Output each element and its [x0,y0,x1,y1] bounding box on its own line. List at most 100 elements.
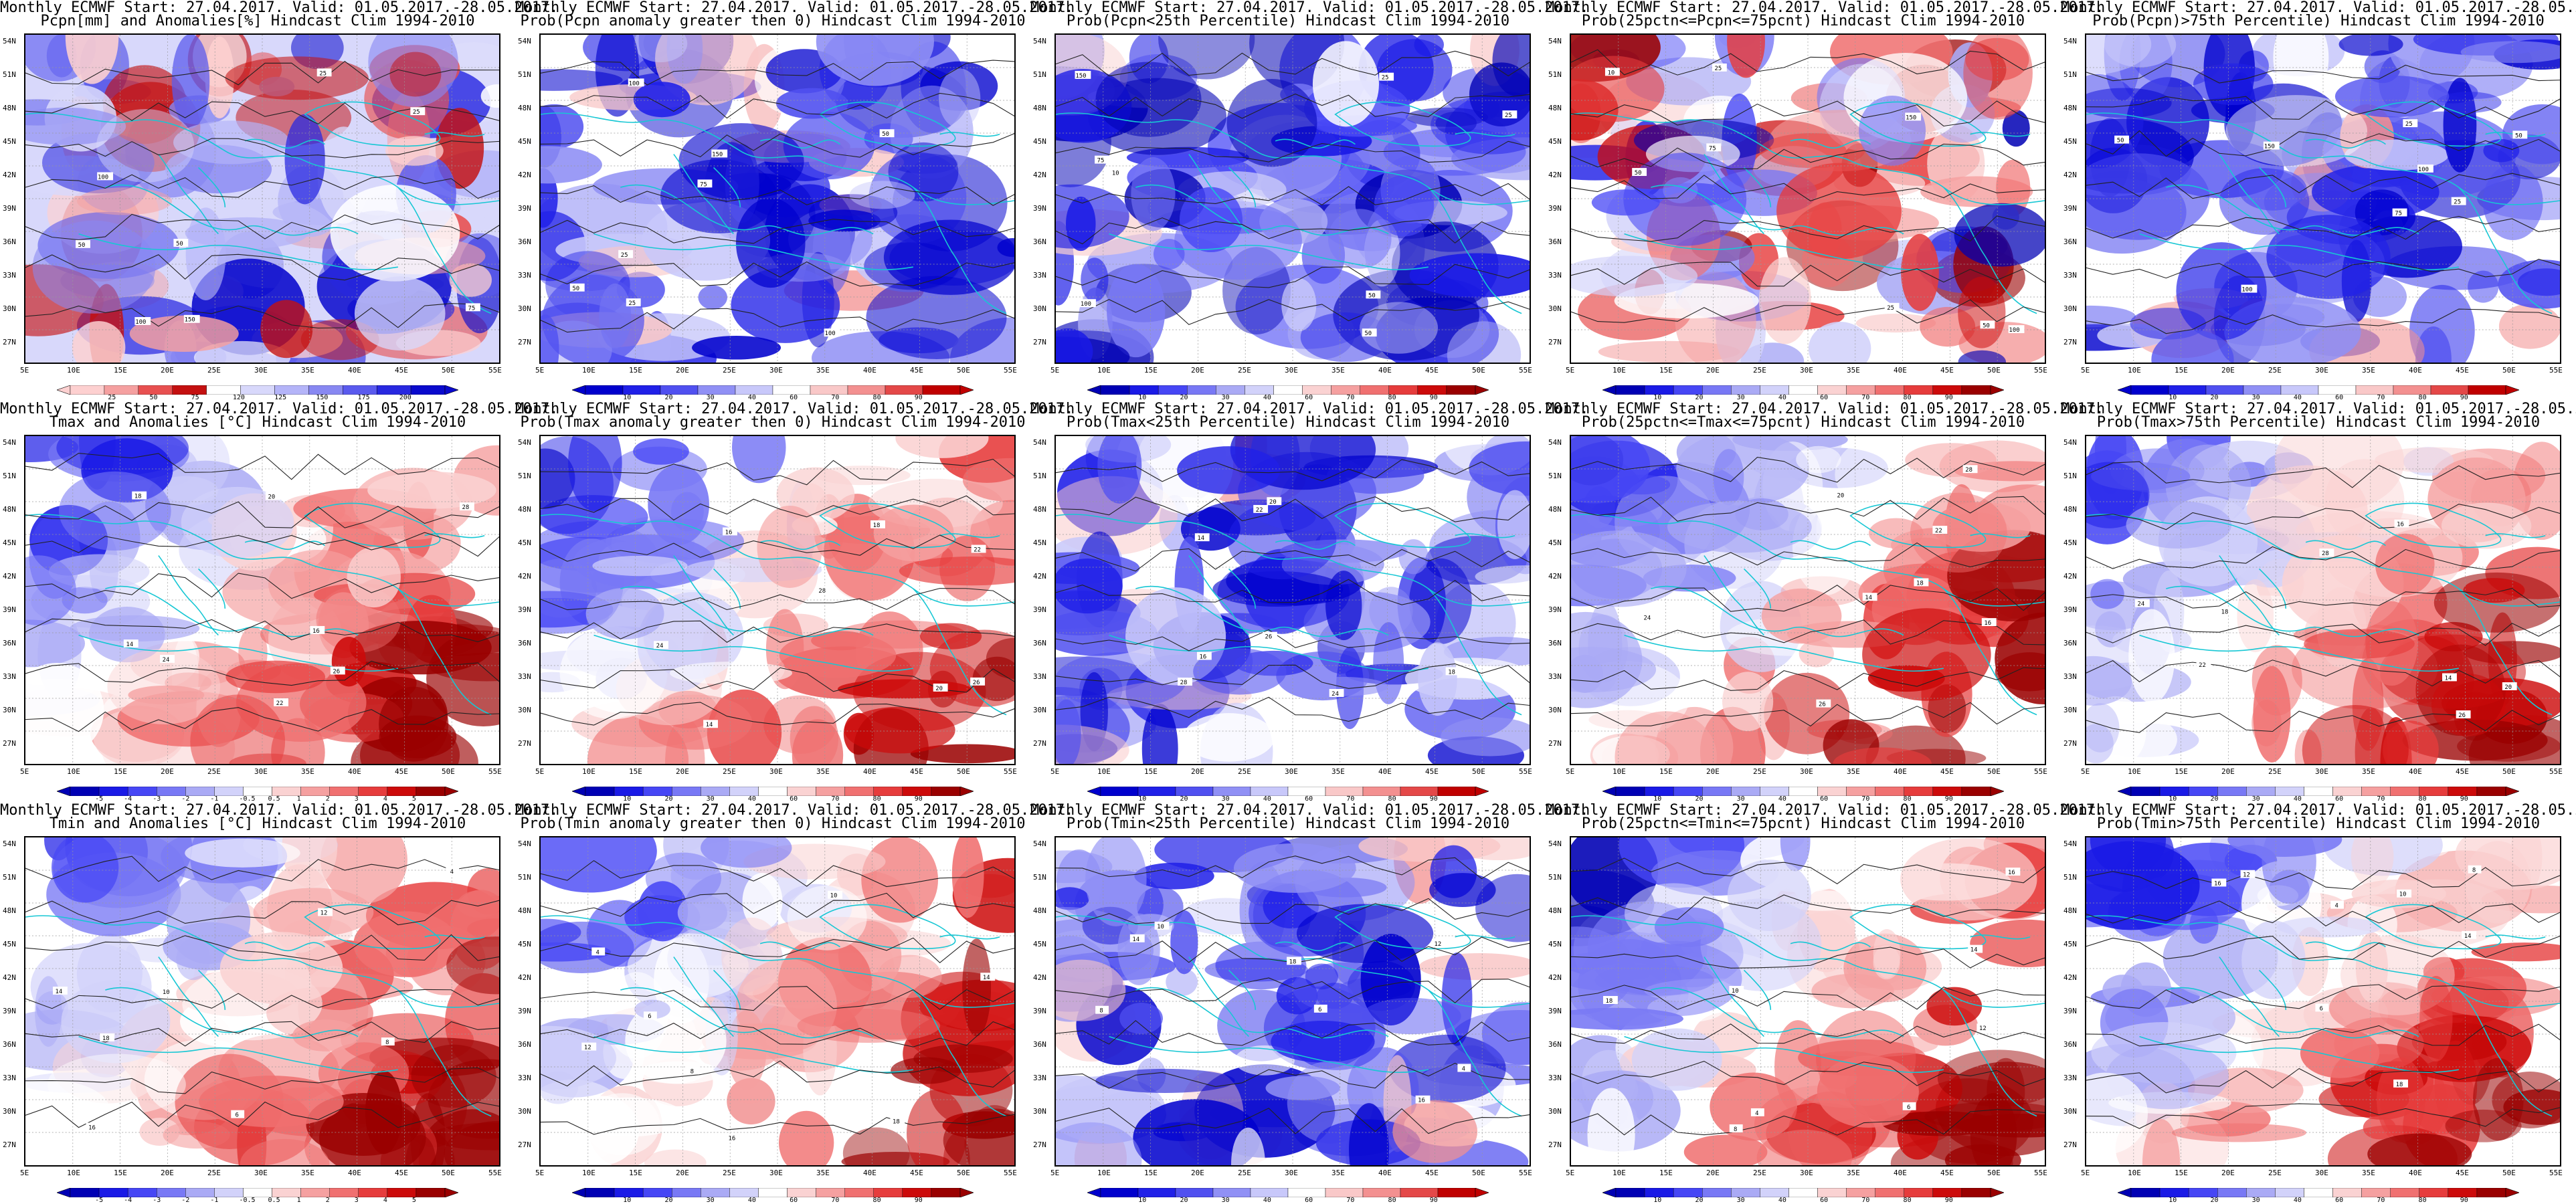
latitude-label: 33N [1548,1074,1562,1082]
colorbar-tick-label: 20 [664,394,673,401]
latitude-label: 39N [518,204,531,213]
longitude-label: 40E [1894,1169,1907,1177]
map-field: 16 18 20 22 24 26 28 14 [24,435,500,765]
longitude-label: 10E [582,366,595,375]
latitude-label: 48N [1548,104,1562,112]
longitude-label: 10E [1613,1169,1626,1177]
colorbar-tick-label: 125 [274,394,287,401]
contour-label: 18 [1445,667,1461,676]
contour-label: 50 [173,239,189,247]
svg-text:25: 25 [1887,305,1894,312]
longitude-label: 35E [2362,366,2375,375]
svg-text:25: 25 [1382,75,1389,82]
contour-label: 75 [465,303,480,312]
longitude-label: 35E [2362,1169,2375,1177]
longitude-label: 50E [1472,767,1485,776]
longitude-label: 25E [2268,366,2282,375]
longitude-label: 30E [769,366,783,375]
colorbar-tick-label: -0.5 [239,1197,256,1204]
svg-text:18: 18 [2221,609,2229,616]
svg-text:18: 18 [134,494,142,500]
contour-label: 14 [123,639,139,648]
latitude-label: 36N [1033,237,1046,246]
colorbar-tick-label: 10 [2169,394,2177,401]
latitude-label: 33N [2063,672,2077,681]
contour-label: 50 [569,283,585,292]
colorbar-tick-label: 80 [872,1197,881,1204]
svg-text:100: 100 [1081,301,1091,308]
colorbar: -5 -4 -3 -2 -1 -0.5 0.5 1 2 3 4 5 [57,787,458,803]
latitude-label: 51N [2063,472,2077,480]
latitude-label: 27N [1033,739,1046,748]
longitude-label: 50E [2502,366,2516,375]
longitude-label: 50E [957,366,970,375]
longitude-label: 40E [348,366,361,375]
colorbar-tick-label: 10 [623,1197,632,1204]
longitude-label: 55E [488,1169,502,1177]
map-panel: Monthly ECMWF Start: 27.04.2017. Valid: … [515,0,1073,401]
latitude-label: 33N [1548,271,1562,280]
contour-label: 75 [2392,208,2407,217]
map-panel: Monthly ECMWF Start: 27.04.2017. Valid: … [0,803,558,1204]
longitude-label: 45E [1940,767,1954,776]
map-field: 25 50 100 75 150 50 25 100 [24,33,500,364]
colorbar-tick-label: 60 [2335,795,2344,803]
latitude-label: 30N [3,706,16,714]
longitude-label: 10E [2128,1169,2141,1177]
contour-label: 16 [1981,618,1997,627]
latitude-label: 39N [1548,605,1562,614]
latitude-label: 51N [3,472,16,480]
svg-text:4: 4 [1755,1110,1758,1117]
contour-label: 25 [1884,302,1900,312]
longitude-label: 45E [1425,366,1439,375]
colorbar-tick-label: 90 [914,1197,923,1204]
svg-text:8: 8 [2472,868,2476,874]
longitude-label: 10E [67,1169,80,1177]
colorbar-tick-label: 60 [1820,1197,1829,1204]
svg-text:150: 150 [1075,73,1086,80]
latitude-label: 42N [1033,572,1046,581]
contour-label: 14 [980,973,996,981]
latitude-label: 45N [1548,940,1562,948]
map-field: 6 8 10 12 14 16 18 4 [539,836,1016,1167]
longitude-label: 20E [2221,767,2235,776]
svg-text:14: 14 [1865,595,1872,601]
latitude-label: 45N [518,538,531,547]
colorbar: 10 20 30 40 60 70 80 90 [1602,1188,2004,1204]
colorbar-tick-label: -4 [124,1197,132,1204]
colorbar-tick-label: 90 [914,394,923,401]
longitude-label: 40E [1894,366,1907,375]
colorbar: 10 20 30 40 60 70 80 90 [1087,787,1489,803]
latitude-label: 54N [2063,37,2077,45]
svg-text:18: 18 [1916,580,1924,587]
svg-text:26: 26 [973,680,980,686]
contour-label: 10 [2397,889,2412,898]
latitude-label: 45N [1033,940,1046,948]
longitude-label: 10E [1097,366,1111,375]
latitude-label: 51N [2063,873,2077,882]
longitude-label: 10E [2128,366,2141,375]
longitude-label: 45E [2456,1169,2469,1177]
contour-label: 22 [971,544,986,553]
contour-label: 20 [933,683,948,692]
longitude-label: 10E [582,767,595,776]
colorbar-tick-label: 30 [706,795,715,803]
panel-title-line2: Prob(25pctn<=Pcpn<=75pcnt) Hindcast Clim… [1581,13,2025,29]
longitude-label: 55E [488,767,502,776]
longitude-label: 25E [723,1169,736,1177]
colorbar-tick-label: 10 [1653,795,1662,803]
colorbar-tick-label: 80 [1388,1197,1396,1204]
svg-text:25: 25 [628,300,636,307]
longitude-label: 50E [2502,767,2516,776]
contour-label: 8 [686,1066,700,1075]
colorbar-tick-label: 20 [1180,795,1188,803]
colorbar-tick-label: 80 [1388,394,1396,401]
contour-label: 22 [2196,660,2211,669]
svg-text:28: 28 [462,504,470,511]
latitude-label: 45N [1548,137,1562,146]
map-panel: Monthly ECMWF Start: 27.04.2017. Valid: … [1030,401,1588,803]
latitude-label: 45N [3,940,16,948]
latitude-label: 45N [3,137,16,146]
svg-text:28: 28 [1180,680,1188,686]
longitude-label: 25E [1753,366,1766,375]
